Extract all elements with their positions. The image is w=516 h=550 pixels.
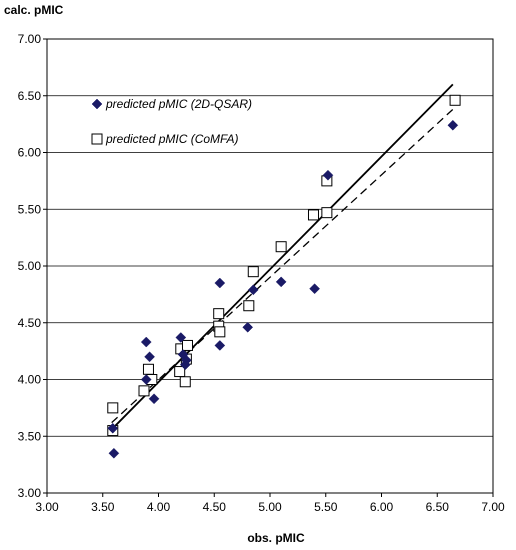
square-point [247,266,259,278]
y-tick-label: 4.00 [18,373,42,387]
y-tick-label: 5.00 [18,259,42,273]
x-tick-label: 4.50 [203,500,227,514]
x-tick-label: 4.00 [147,500,171,514]
diamond-point [108,447,120,459]
square-point [243,300,255,312]
diamond-point [214,277,226,289]
solid-trendline [111,83,454,431]
y-tick-label: 3.00 [18,486,42,500]
y-tick-label: 6.00 [18,146,42,160]
y-tick-label: 3.50 [18,429,42,443]
diamond-point [148,393,160,405]
diamond-point [214,340,226,351]
diamond-point [107,422,119,434]
square-point [181,339,193,351]
square-point [138,385,150,397]
y-axis-title: calc. pMIC [4,3,64,17]
diamond-point [322,169,334,181]
legend-label: predicted pMIC (CoMFA) [105,132,238,146]
square-point [142,363,154,375]
trendlines [111,83,454,431]
diamond-point [309,283,320,295]
legend: predicted pMIC (2D-QSAR) predicted pMIC (… [91,97,252,146]
diamond-point [140,374,152,385]
data-points [107,94,461,459]
diamond-point [144,351,155,363]
axis-ticks: 3.00 3.50 4.00 4.50 5.00 5.50 6.00 6.50 7.00 3.00… [18,32,505,514]
square-point [214,326,226,338]
x-tick-label: 6.00 [370,500,394,514]
y-tick-label: 6.50 [18,89,42,103]
y-tick-label: 4.50 [18,316,42,330]
diamond-point [181,354,192,366]
square-point [307,209,319,221]
diamond-point [275,276,287,288]
x-tick-label: 3.50 [91,500,115,514]
x-tick-label: 5.50 [314,500,338,514]
diamond-point [247,284,259,296]
square-point [213,308,225,320]
square-point [449,94,461,106]
legend-label: predicted pMIC (2D-QSAR) [105,97,252,111]
x-tick-label: 5.00 [258,500,282,514]
y-tick-label: 5.50 [18,202,42,216]
gridlines [47,95,493,437]
square-point [275,241,287,253]
x-tick-label: 6.50 [426,500,450,514]
diamond-point [242,321,254,333]
square-point [179,376,191,388]
square-point [321,207,333,219]
diamond-point [175,332,187,343]
diamond-point [140,336,152,348]
legend-marker [91,133,103,145]
square-point [107,402,119,414]
diamond-point [447,119,459,131]
y-tick-label: 7.00 [18,32,42,46]
square-point [174,366,186,378]
legend-marker [91,98,103,110]
x-axis-title: obs. pMIC [247,531,305,545]
x-tick-label: 3.00 [35,500,59,514]
x-tick-label: 7.00 [481,500,505,514]
